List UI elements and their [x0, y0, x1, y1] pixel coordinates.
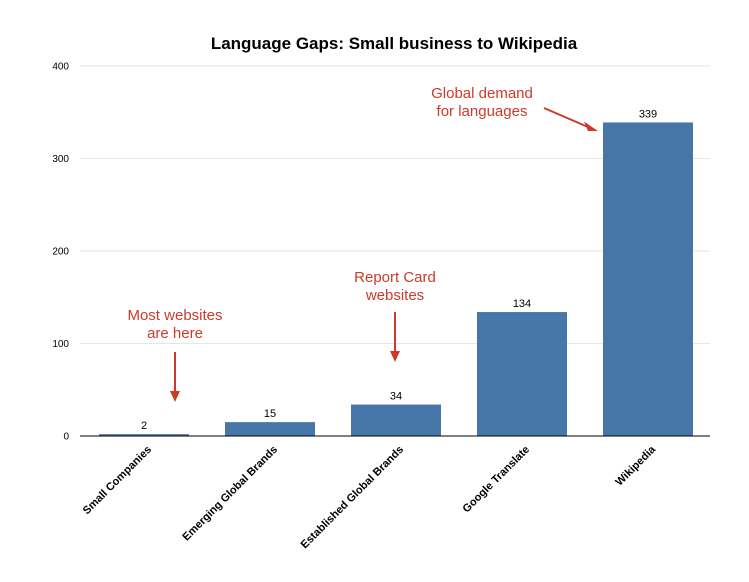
- y-tick-label: 200: [52, 247, 69, 258]
- bar: [99, 434, 189, 436]
- arrowhead-icon: [584, 121, 598, 131]
- arrowhead-icon: [390, 351, 400, 362]
- y-tick-label: 100: [52, 339, 69, 350]
- x-tick-label: Small Companies: [81, 444, 154, 517]
- annotation-text-line: are here: [147, 325, 203, 342]
- x-tick-label: Google Translate: [461, 444, 533, 516]
- annotation-text-line: websites: [365, 287, 424, 304]
- bar-value-label: 134: [513, 298, 531, 310]
- bar-value-label: 15: [264, 408, 276, 420]
- bar: [225, 422, 315, 436]
- x-tick-label: Emerging Global Brands: [180, 444, 280, 544]
- annotation-text-line: Most websites: [127, 307, 222, 324]
- y-tick-label: 400: [52, 62, 69, 73]
- y-tick-label: 0: [63, 432, 69, 443]
- bar: [603, 122, 693, 437]
- annotation-text-line: for languages: [437, 103, 528, 120]
- annotation-arrow: [543, 107, 589, 128]
- y-tick-label: 300: [52, 154, 69, 165]
- annotation-global-demand: Global demand for languages: [431, 85, 598, 131]
- annotation-most-websites: Most websites are here: [127, 307, 223, 402]
- bar-value-label: 34: [390, 391, 402, 403]
- annotation-text-line: Global demand: [431, 85, 533, 102]
- annotation-text-line: Report Card: [354, 269, 436, 286]
- x-axis-category-labels: Small Companies Emerging Global Brands Est…: [81, 443, 659, 551]
- data-labels: 2 15 34 134 339: [141, 108, 657, 432]
- chart-title: Language Gaps: Small business to Wikiped…: [211, 34, 578, 53]
- bar: [477, 312, 567, 436]
- bars: [99, 122, 693, 437]
- bar: [351, 404, 441, 436]
- y-axis-ticks: 0 100 200 300 400: [52, 62, 69, 443]
- x-tick-label: Established Global Brands: [299, 444, 406, 551]
- arrowhead-icon: [170, 391, 180, 402]
- bar-value-label: 2: [141, 420, 147, 432]
- x-tick-label: Wikipedia: [613, 443, 658, 488]
- annotation-report-card: Report Card websites: [354, 269, 436, 362]
- bar-value-label: 339: [639, 108, 657, 120]
